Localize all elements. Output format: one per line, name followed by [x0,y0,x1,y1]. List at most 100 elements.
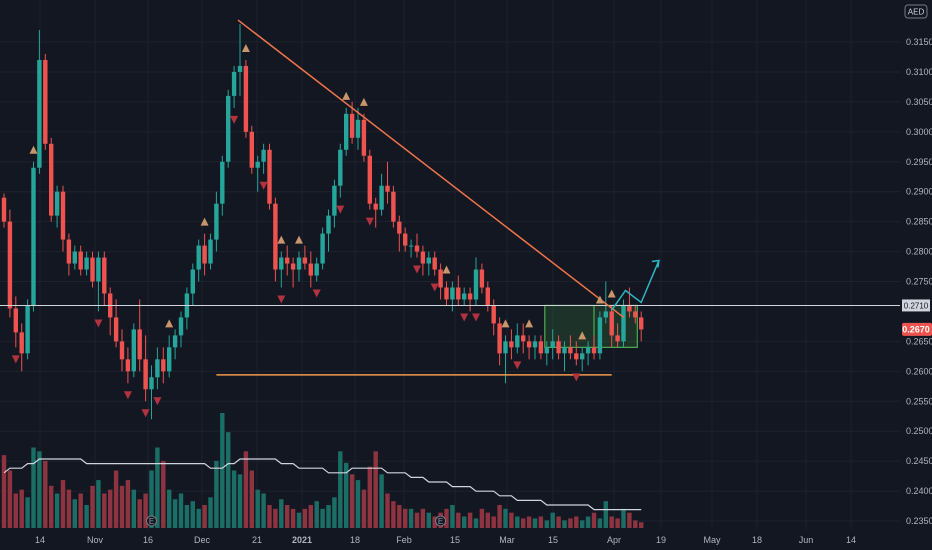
up-arrow-marker [29,145,38,154]
candle-body [37,59,42,168]
volume-bar [196,508,201,528]
downtrend-line[interactable] [237,19,625,319]
down-arrow-marker [230,115,239,124]
candle-body [521,335,526,342]
candle-body [261,149,266,162]
candle-body [426,257,431,264]
earnings-event-marker[interactable]: E [146,515,157,527]
volume-bar [450,505,455,528]
candle-body [509,341,514,348]
price-axis[interactable]: 0.3150 0.3100 0.3050 0.3000 0.2950 0.2900 0.28… [906,37,932,526]
volume-bar [349,474,355,528]
date-tick-label: Feb [396,535,412,545]
last-price-text: 0.2670 [902,324,930,334]
candle-body [479,269,485,288]
candle-body [131,329,136,372]
candle-body [438,269,443,288]
up-arrow-marker [525,319,534,328]
up-arrow-marker [501,319,510,328]
candle-body [161,359,166,372]
volume-bar [279,499,284,528]
volume-bar [574,516,579,528]
volume-bar [515,516,520,528]
date-tick-label: 21 [252,535,262,545]
down-arrow-marker [11,355,20,364]
volume-bar [473,518,479,528]
candle-body [25,305,30,354]
volume-bar [90,485,95,528]
volume-bar [550,512,555,528]
currency-badge[interactable]: AED [904,4,928,19]
price-tick-label: 0.3150 [906,37,932,47]
projection-arrow[interactable] [610,260,660,311]
date-tick-label: Apr [607,535,621,545]
volume-bar [54,493,60,528]
projection-arrow-head [651,259,660,268]
up-arrow-marker [277,235,286,244]
candle-body [568,347,573,354]
volume-bar [621,508,626,528]
candle-body [633,311,638,318]
earnings-event-marker[interactable]: E [435,515,447,527]
volume-bar [462,516,467,528]
down-arrow-marker [430,283,439,292]
price-tick-label: 0.3050 [906,97,932,107]
volume-bar [479,508,485,528]
volume-bar [627,512,632,528]
date-tick-label: Nov [87,535,104,545]
volume-bar [373,451,378,528]
candle-body [379,185,384,210]
candle-body [355,119,361,138]
candle-body [544,347,549,354]
volume-bar [491,516,496,528]
volume-bar [261,493,266,528]
down-arrow-marker [472,313,480,322]
time-axis[interactable]: 14 Nov 16 Dec 21 2021 18 Feb 15 Mar 15 Apr 19 May 18 Ju… [35,535,856,545]
down-arrow-marker [259,181,268,190]
volume-bar [7,470,13,528]
price-tick-label: 0.3000 [906,127,932,137]
candle-body [149,377,154,390]
candle-body [13,308,18,333]
candle-body [296,257,302,270]
candle-body [43,59,48,144]
price-tick-label: 0.2900 [906,187,932,197]
volume-bar [137,499,142,528]
candle-body [556,341,561,354]
candle-body [290,263,296,270]
volume-bar [190,501,195,528]
volume-bar [320,508,325,528]
candle-body [467,293,473,300]
candle-body [208,239,213,264]
down-arrow-marker [123,391,132,400]
candle-body [119,341,125,360]
up-arrow-marker [241,43,250,52]
volume-bar [503,508,508,528]
candle-body [66,239,72,264]
candle-body [31,167,36,306]
volume-bar [344,462,349,528]
candle-body [391,191,396,222]
candle-body [515,335,520,348]
date-tick-label: 18 [752,535,762,545]
volume-bar [113,470,119,528]
volume-bar [391,501,396,528]
date-tick-label: 14 [846,535,856,545]
volume-bar [1,455,7,528]
volume-bar [49,485,54,528]
volume-bar [332,497,337,528]
volume-bar [420,508,426,528]
volume-bar [243,451,249,528]
volume-bar [78,493,83,528]
date-tick-label: 15 [548,535,558,545]
candle-body [226,95,231,162]
volume-bar [226,432,231,528]
volume-bar [220,413,225,528]
volume-bar [444,508,449,528]
volume-bar [290,508,296,528]
candle-body [255,161,260,168]
candle-body [473,269,479,300]
price-tick-label: 0.2550 [906,396,932,406]
